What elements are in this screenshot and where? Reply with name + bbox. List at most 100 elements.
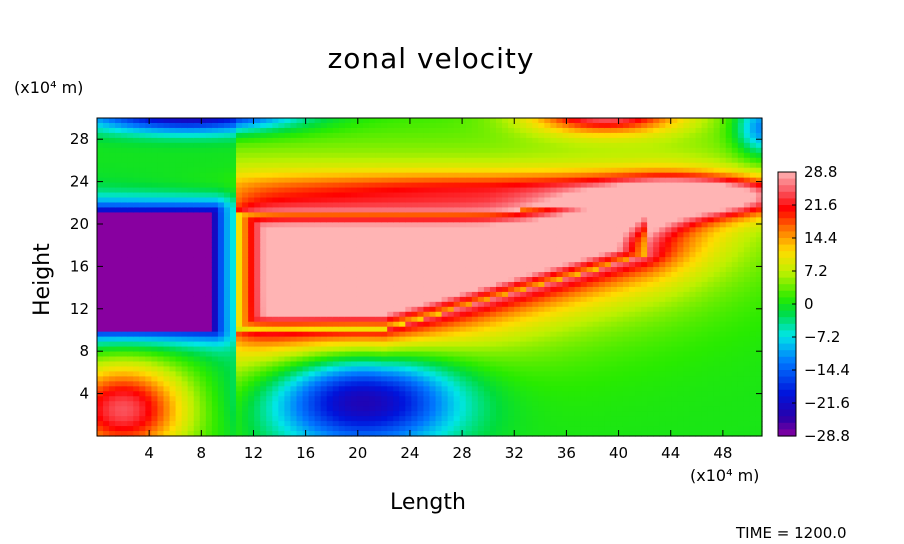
- heatmap-cell: [435, 356, 443, 363]
- heatmap-cell: [193, 167, 201, 174]
- heatmap-cell: [302, 247, 310, 253]
- heatmap-cell: [538, 132, 545, 139]
- heatmap-cell: [423, 366, 431, 373]
- heatmap-cell: [332, 272, 340, 278]
- heatmap-cell: [115, 267, 122, 273]
- heatmap-cell: [260, 217, 267, 223]
- heatmap-cell: [508, 421, 515, 427]
- heatmap-cell: [496, 346, 503, 353]
- heatmap-cell: [532, 366, 539, 373]
- heatmap-cell: [236, 277, 243, 283]
- heatmap-cell: [429, 197, 437, 204]
- heatmap-cell: [211, 306, 219, 313]
- heatmap-cell: [441, 346, 449, 353]
- heatmap-cell: [477, 232, 485, 238]
- heatmap-cell: [109, 207, 116, 214]
- heatmap-cell: [127, 167, 134, 174]
- heatmap-cell: [242, 336, 249, 343]
- heatmap-cell: [302, 416, 310, 422]
- heatmap-cell: [477, 346, 485, 353]
- heatmap-cell: [363, 356, 370, 363]
- heatmap-cell: [284, 227, 292, 233]
- heatmap-cell: [489, 281, 497, 288]
- heatmap-cell: [278, 356, 286, 363]
- heatmap-cell: [308, 212, 316, 218]
- heatmap-cell: [508, 222, 515, 228]
- heatmap-cell: [326, 227, 334, 233]
- heatmap-cell: [435, 157, 443, 164]
- heatmap-cell: [453, 371, 461, 377]
- heatmap-cell: [483, 346, 491, 353]
- heatmap-cell: [483, 252, 491, 258]
- heatmap-cell: [483, 227, 491, 233]
- heatmap-cell: [145, 247, 153, 253]
- heatmap-cell: [375, 118, 382, 124]
- heatmap-cell: [296, 346, 304, 353]
- heatmap-cell: [139, 301, 146, 308]
- heatmap-cell: [447, 301, 455, 308]
- heatmap-cell: [520, 157, 527, 164]
- heatmap-cell: [526, 296, 533, 303]
- heatmap-cell: [248, 237, 255, 243]
- heatmap-cell: [248, 217, 255, 223]
- heatmap-cell: [278, 142, 286, 149]
- heatmap-cell: [266, 262, 273, 268]
- heatmap-cell: [496, 272, 503, 278]
- heatmap-cell: [544, 371, 552, 377]
- heatmap-cell: [381, 142, 388, 149]
- heatmap-cell: [266, 356, 273, 363]
- heatmap-cell: [254, 162, 261, 169]
- heatmap-cell: [483, 401, 491, 407]
- heatmap-cell: [127, 162, 134, 169]
- heatmap-cell: [514, 296, 521, 303]
- heatmap-cell: [526, 257, 533, 263]
- heatmap-cell: [393, 301, 400, 308]
- heatmap-cell: [381, 232, 388, 238]
- heatmap-cell: [483, 132, 491, 139]
- heatmap-cell: [193, 306, 201, 313]
- heatmap-cell: [477, 137, 485, 144]
- heatmap-cell: [411, 207, 419, 214]
- heatmap-cell: [508, 346, 515, 353]
- heatmap-cell: [423, 222, 431, 228]
- heatmap-cell: [326, 286, 334, 293]
- heatmap-cell: [496, 411, 503, 417]
- heatmap-cell: [242, 277, 249, 283]
- heatmap-cell: [477, 157, 485, 164]
- heatmap-cell: [369, 321, 376, 328]
- heatmap-cell: [308, 192, 316, 199]
- heatmap-cell: [296, 291, 304, 298]
- heatmap-cell: [133, 376, 140, 382]
- heatmap-cell: [127, 157, 134, 164]
- heatmap-cell: [417, 192, 425, 199]
- heatmap-cell: [556, 391, 564, 397]
- heatmap-cell: [350, 351, 358, 358]
- heatmap-cell: [236, 262, 243, 268]
- heatmap-cell: [502, 207, 509, 214]
- heatmap-cell: [562, 152, 570, 159]
- heatmap-cell: [115, 187, 122, 194]
- heatmap-cell: [169, 192, 177, 199]
- heatmap-cell: [465, 406, 473, 412]
- heatmap-cell: [109, 177, 116, 184]
- heatmap-cell: [520, 237, 527, 243]
- heatmap-cell: [133, 386, 140, 392]
- heatmap-cell: [314, 232, 322, 238]
- heatmap-cell: [387, 277, 394, 283]
- heatmap-cell: [508, 411, 515, 417]
- heatmap-cell: [217, 346, 225, 353]
- heatmap-cell: [163, 217, 171, 223]
- heatmap-cell: [562, 267, 570, 273]
- heatmap-cell: [266, 371, 273, 377]
- heatmap-cell: [411, 147, 419, 154]
- heatmap-cell: [272, 262, 279, 268]
- heatmap-cell: [489, 361, 497, 368]
- heatmap-cell: [550, 411, 558, 417]
- heatmap-cell: [356, 336, 364, 343]
- heatmap-cell: [266, 396, 273, 402]
- heatmap-cell: [471, 127, 479, 134]
- heatmap-cell: [514, 237, 521, 243]
- heatmap-cell: [375, 346, 382, 353]
- heatmap-cell: [169, 232, 177, 238]
- heatmap-cell: [254, 291, 261, 298]
